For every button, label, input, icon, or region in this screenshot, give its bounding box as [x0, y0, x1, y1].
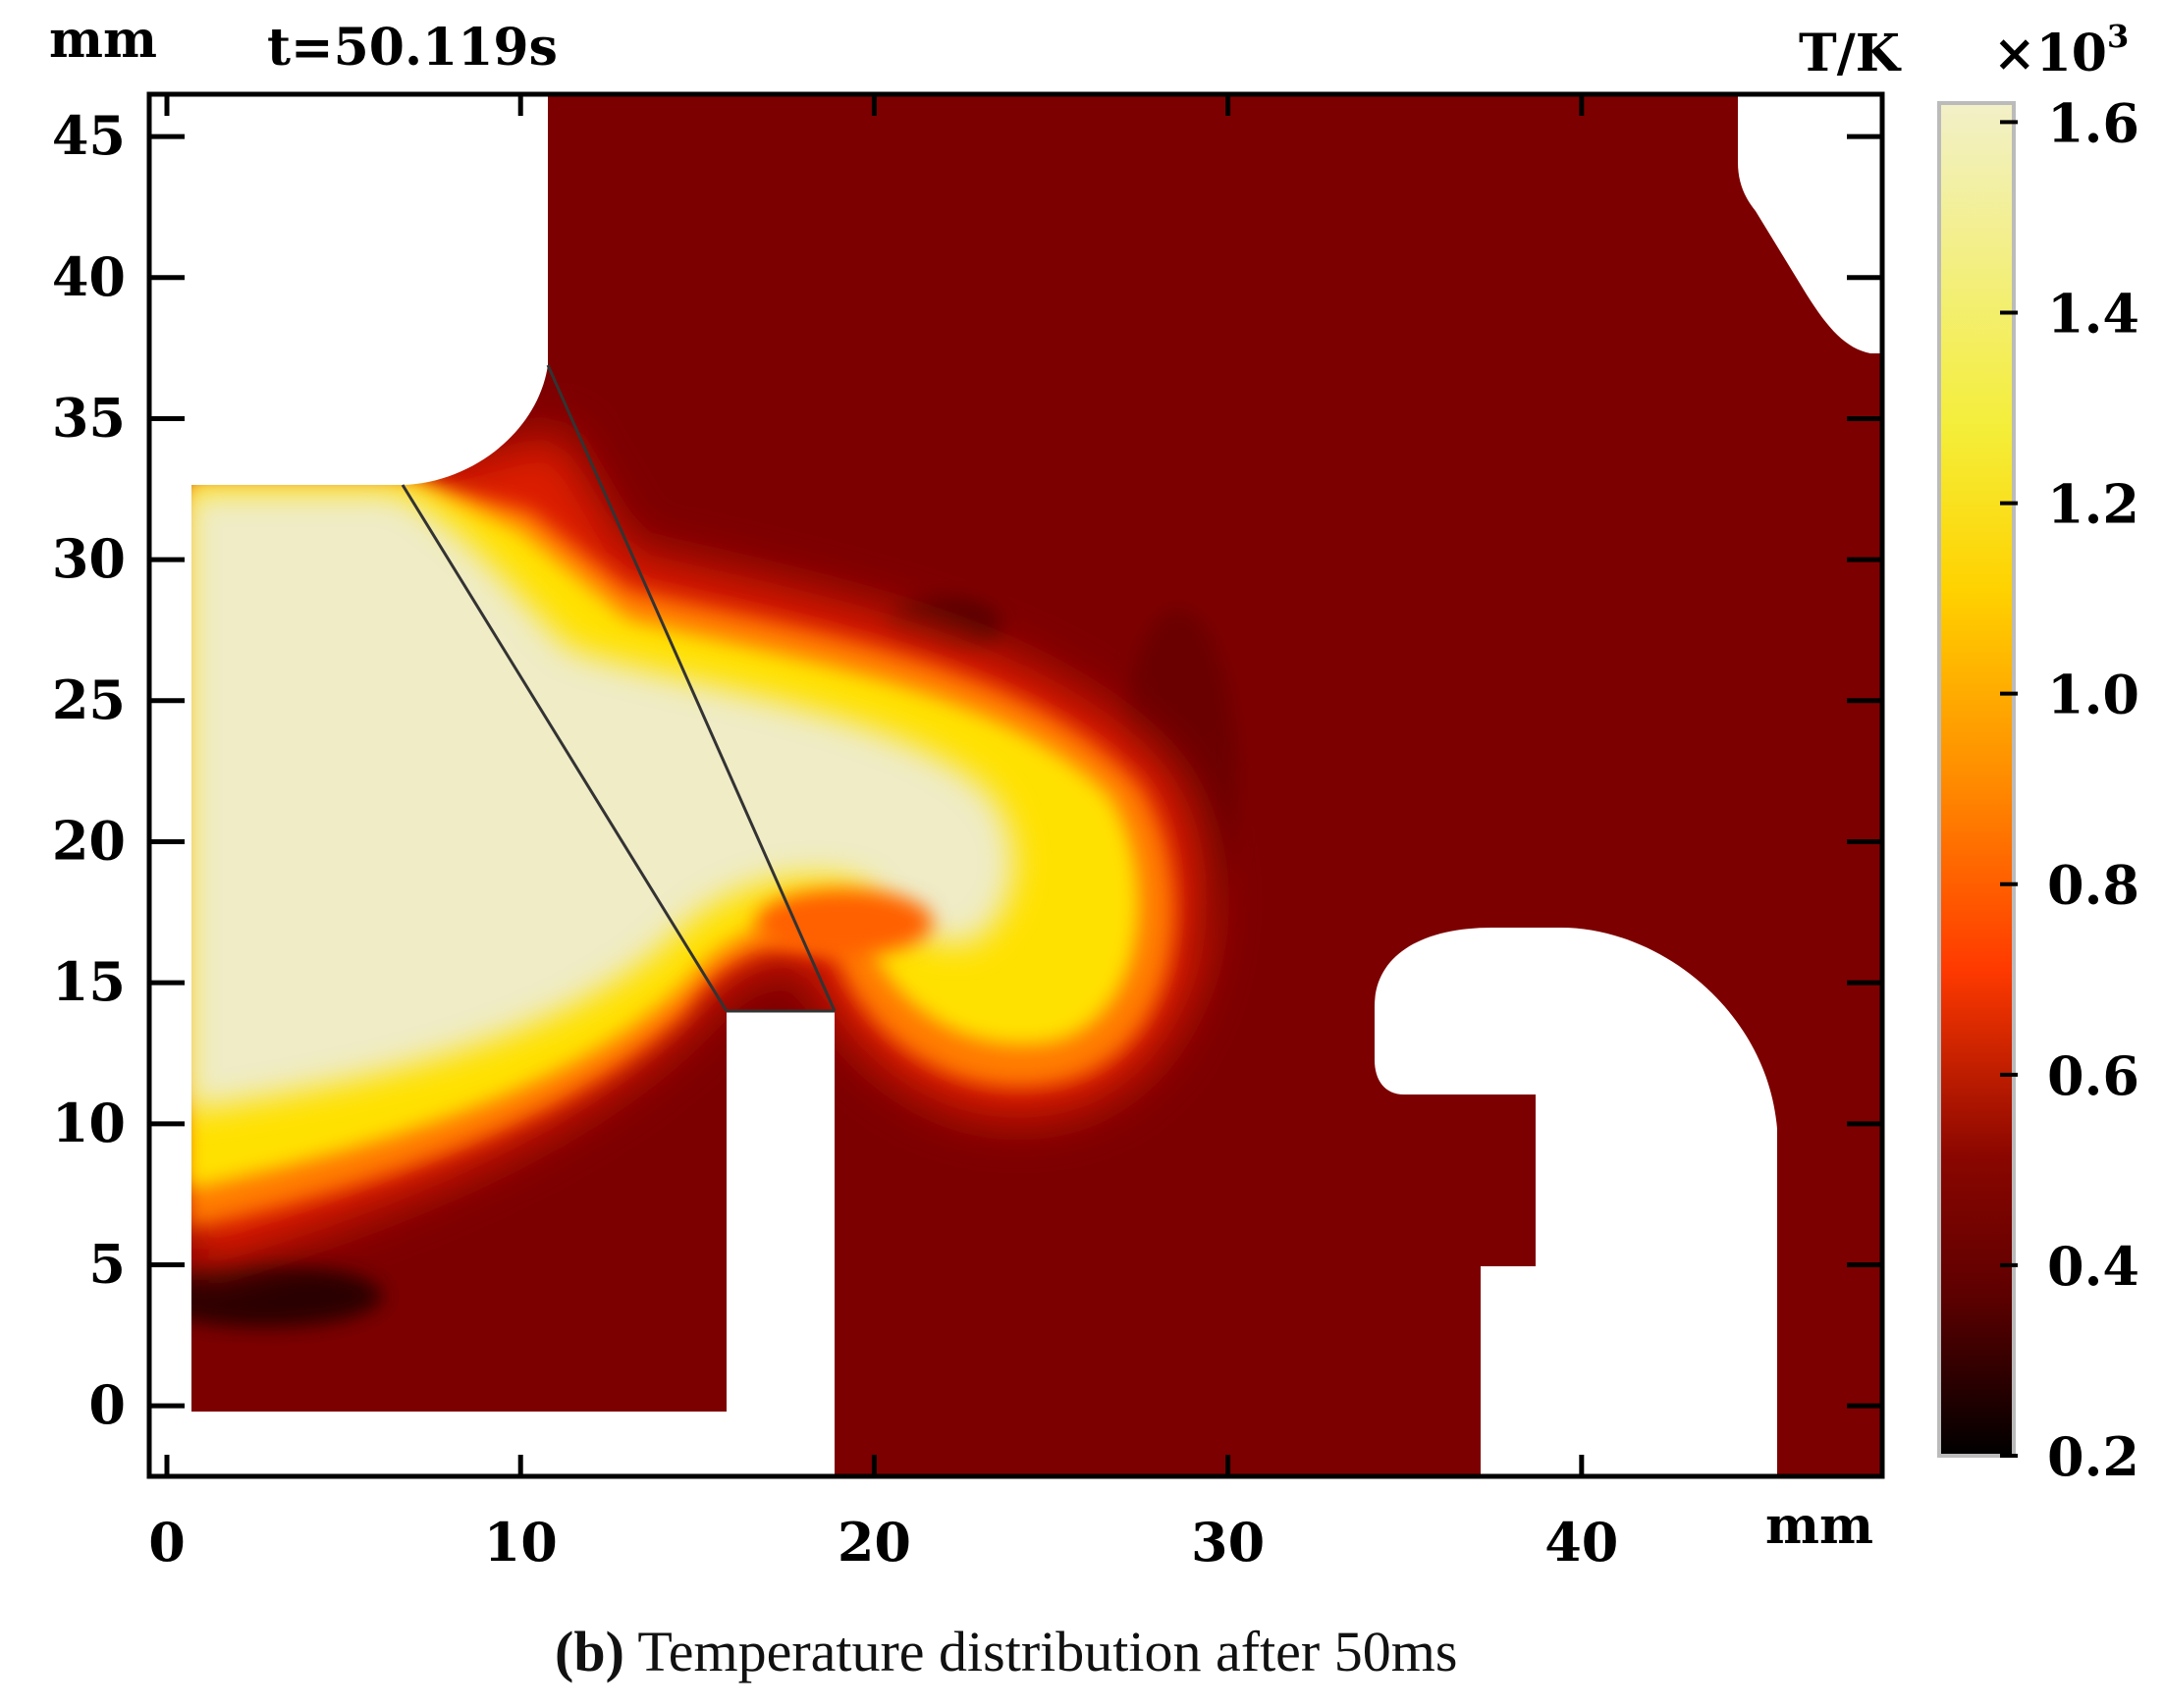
- caption-prefix: (b): [555, 1620, 624, 1683]
- figure-caption: (b) Temperature distribution after 50ms: [555, 1620, 1457, 1683]
- colorbar-ticks: 0.2 0.4 0.6 0.8 1.0 1.2 1.4 1.6: [2000, 91, 2139, 1488]
- colorbar-gradient: [1937, 101, 2016, 1458]
- y-tick-label-15: 15: [52, 950, 126, 1013]
- colorbar-tick-label-4: 1.0: [2047, 664, 2139, 726]
- colorbar-tick-label-0: 0.2: [2047, 1425, 2139, 1488]
- x-unit-label: mm: [1765, 1496, 1873, 1556]
- y-tick-label-0: 0: [88, 1373, 126, 1436]
- colorbar-tick-label-1: 0.4: [2047, 1235, 2139, 1298]
- colorbar: T/K ×103 0.2 0.4 0.6 0.8 1.0 1.2 1.4 1.6: [1799, 18, 2139, 1488]
- y-tick-label-10: 10: [52, 1092, 126, 1154]
- y-tick-label-40: 40: [52, 245, 126, 308]
- plume-underside: [756, 889, 933, 956]
- x-tick-label-30: 30: [1191, 1511, 1265, 1574]
- y-tick-label-5: 5: [88, 1232, 126, 1295]
- x-tick-label-40: 40: [1544, 1511, 1618, 1574]
- plume-core: [187, 491, 1014, 1109]
- x-tick-label-0: 0: [148, 1511, 186, 1574]
- caption-text: Temperature distribution after 50ms: [624, 1620, 1458, 1683]
- y-axis: 0 5 10 15 20 25 30 35 40 45: [52, 104, 1882, 1436]
- y-tick-label-35: 35: [52, 386, 126, 449]
- x-tick-label-10: 10: [484, 1511, 558, 1574]
- chart-title: t=50.119s: [267, 18, 558, 78]
- colorbar-multiplier-exponent: 3: [2107, 18, 2129, 55]
- colorbar-tick-label-7: 1.6: [2047, 91, 2139, 154]
- colorbar-tick-label-5: 1.2: [2047, 473, 2139, 536]
- y-unit-label: mm: [49, 10, 157, 70]
- y-tick-label-45: 45: [52, 104, 126, 167]
- colorbar-tick-label-2: 0.6: [2047, 1044, 2139, 1107]
- x-tick-label-20: 20: [838, 1511, 911, 1574]
- cool-patch-bottom-left: [149, 1264, 383, 1327]
- y-tick-label-20: 20: [52, 809, 126, 872]
- y-tick-label-25: 25: [52, 668, 126, 731]
- x-axis: 0 10 20 30 40: [148, 94, 1618, 1574]
- colorbar-label: T/K: [1799, 24, 1902, 83]
- temperature-field: [149, 94, 1882, 1476]
- plot-frame: [146, 91, 1885, 1479]
- solid-electrode-upper-left: [149, 94, 835, 1476]
- colorbar-tick-label-3: 0.8: [2047, 854, 2139, 917]
- colorbar-tick-label-6: 1.4: [2047, 282, 2139, 345]
- y-tick-label-30: 30: [52, 527, 126, 590]
- solid-corner-top-right: [1738, 94, 1882, 353]
- colorbar-multiplier-base: ×10: [1993, 24, 2107, 83]
- colorbar-multiplier: ×103: [1993, 18, 2129, 83]
- solid-component-lower-right: [1375, 928, 1777, 1476]
- subdomain-boundary: [401, 364, 837, 1013]
